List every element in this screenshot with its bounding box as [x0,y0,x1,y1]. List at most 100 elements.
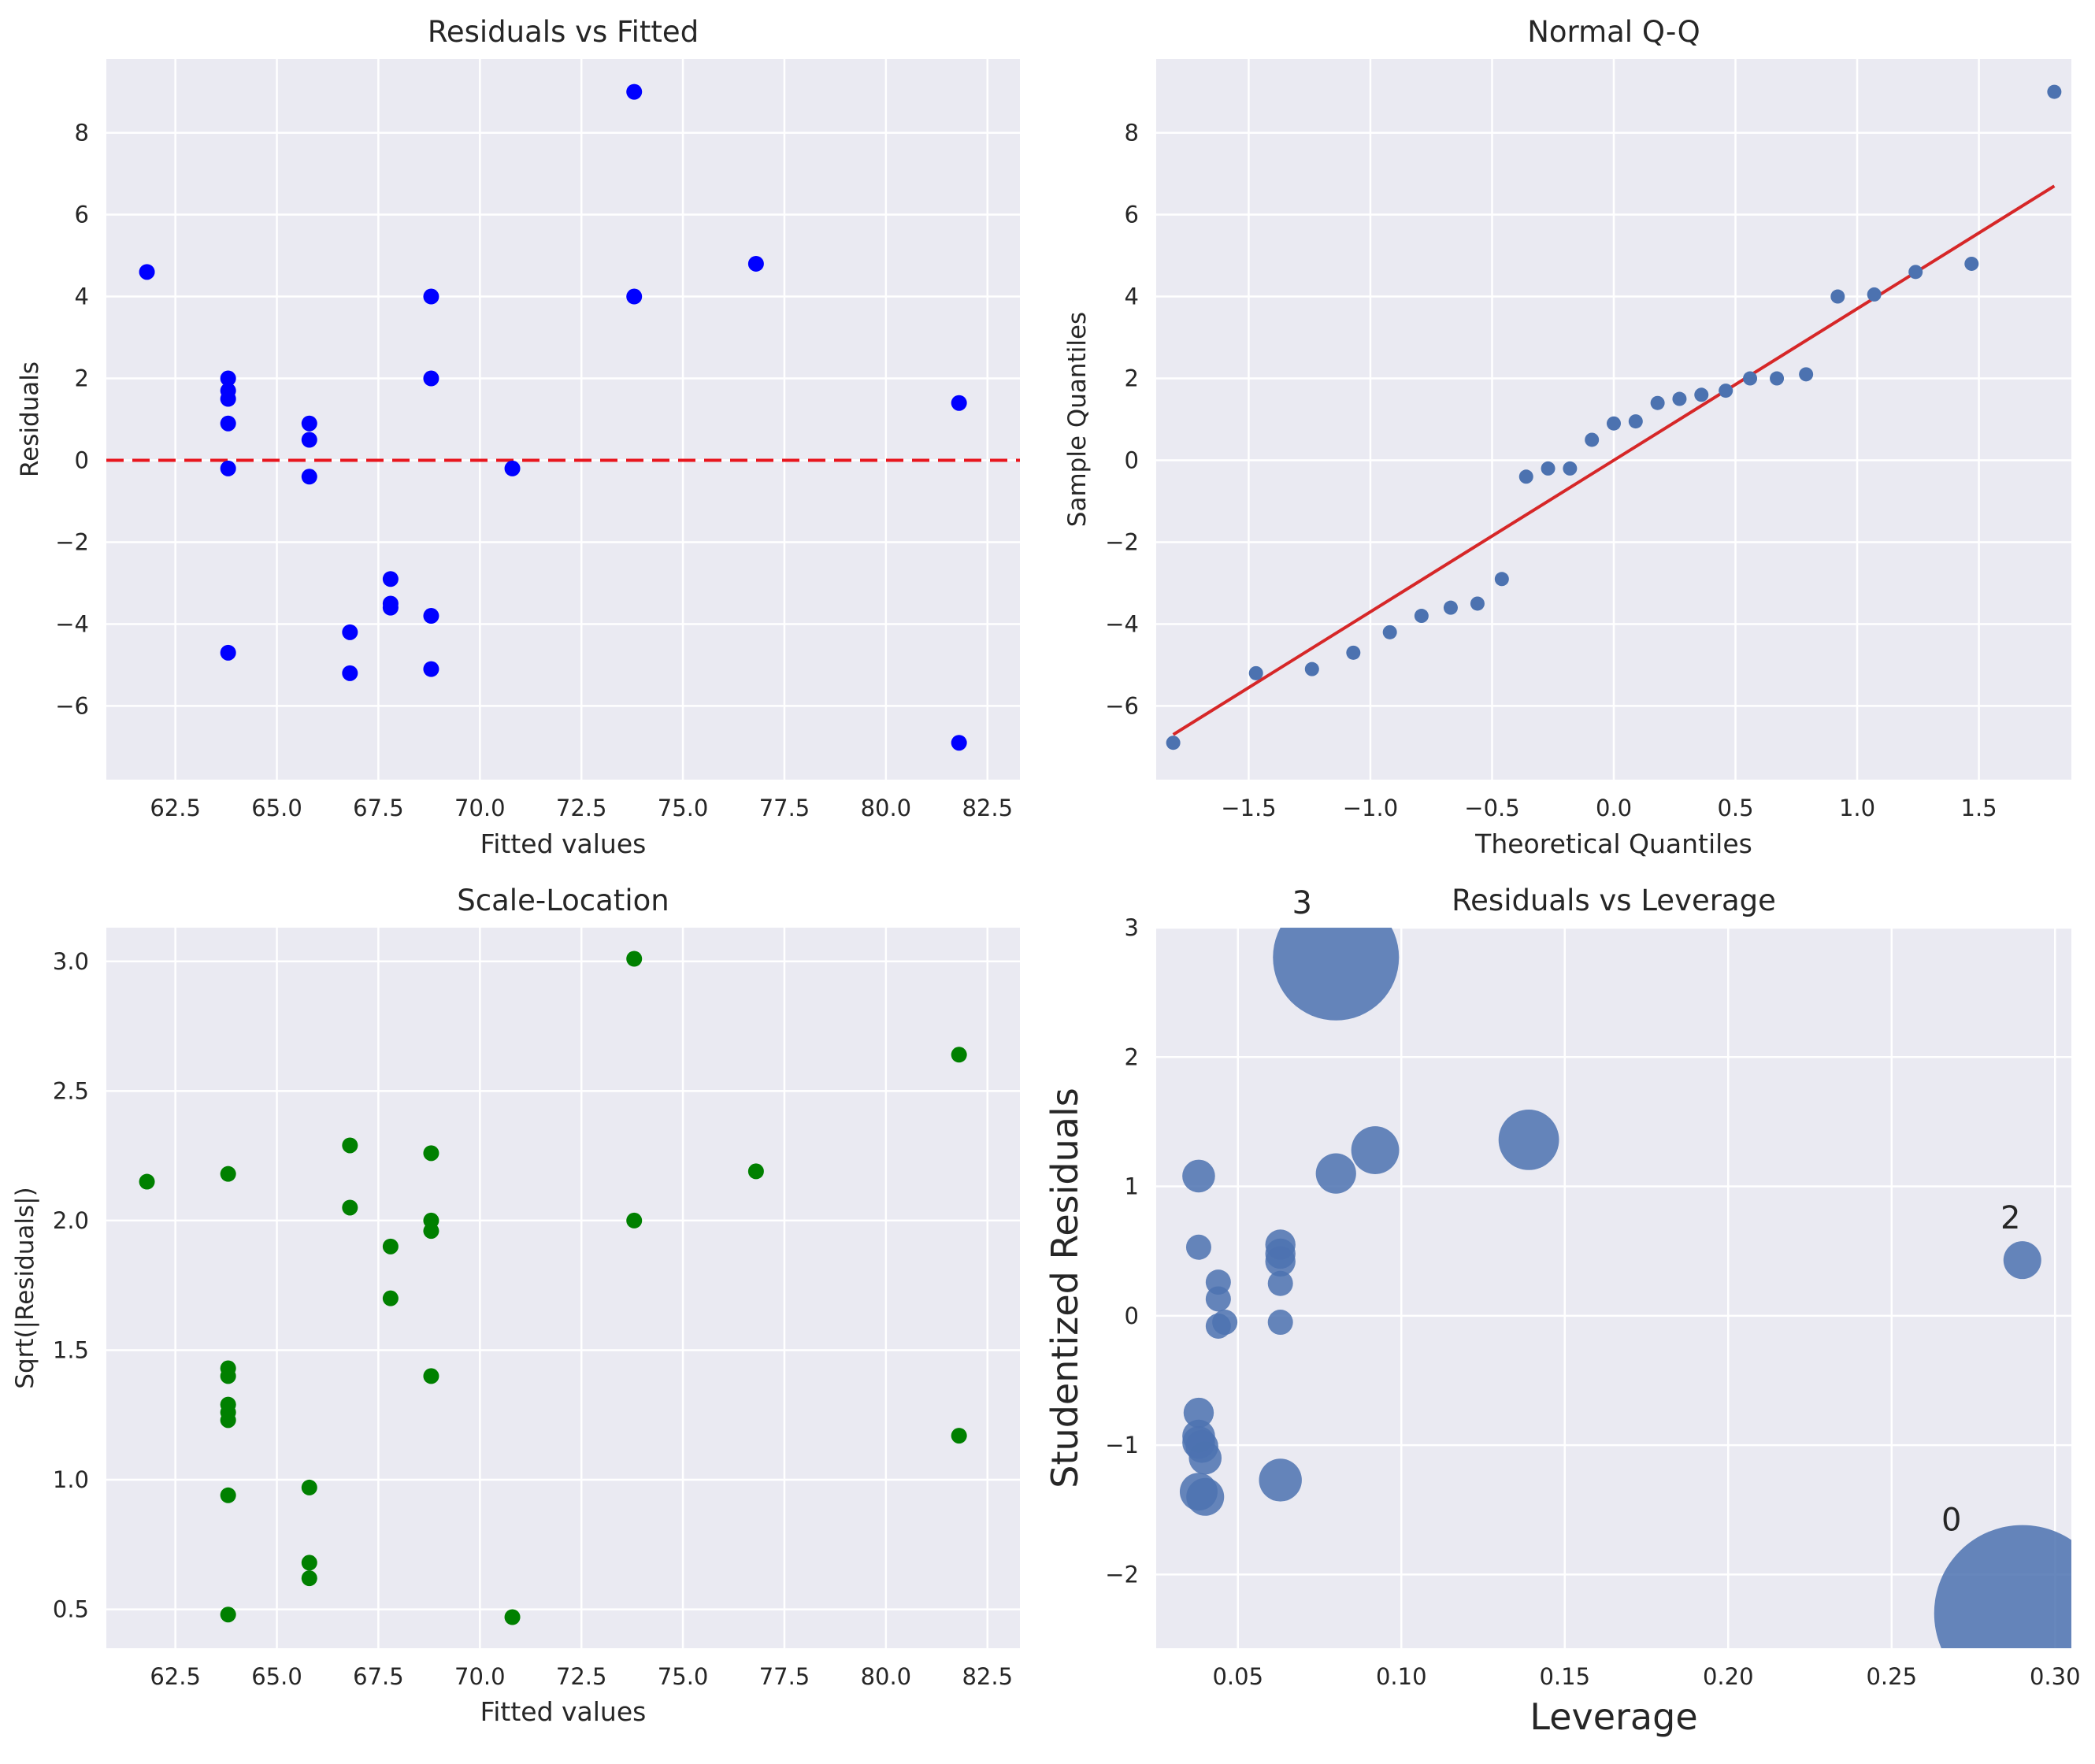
data-point [1443,600,1458,615]
data-point [951,1428,967,1444]
data-point [1563,461,1578,476]
y-tick-label: 6 [75,202,89,228]
y-tick-label: 3 [1125,914,1139,941]
data-point [626,288,643,305]
data-point [423,661,439,677]
data-point [1259,1458,1302,1502]
y-tick-label: 2 [75,365,89,392]
data-point [1182,1159,1215,1193]
data-point [301,415,317,432]
x-tick-label: 0.30 [2030,1663,2081,1690]
data-point [342,665,358,681]
data-point [220,370,236,387]
y-axis-label: Sample Quantiles [1063,312,1092,527]
normal-qq-panel: −1.5 −1.0 −0.5 0.0 0.5 1.0 1.5 −6 −4 −2 0 2 4 6 8 Norma… [1063,15,2071,859]
data-point [1964,256,1979,271]
x-tick-label: 82.5 [962,1663,1013,1690]
x-tick-label: 0.5 [1717,795,1753,821]
x-tick-label: 62.5 [150,795,201,821]
y-tick-label: 2.5 [53,1077,89,1104]
x-tick-label: 0.05 [1212,1663,1263,1690]
data-point [423,370,439,387]
data-point [2047,84,2062,99]
x-tick-label: 0.25 [1866,1663,1917,1690]
y-axis-label: Studentized Residuals [1044,1088,1086,1488]
data-point [951,1047,967,1063]
data-marks [1179,928,2071,1648]
point-annotation: 2 [2000,1200,2020,1236]
data-point [301,1570,317,1587]
data-point [1185,1234,1211,1260]
x-tick-label: 82.5 [962,795,1013,821]
data-point [1212,1310,1238,1336]
x-axis-label: Leverage [1530,1695,1697,1738]
x-tick-label: 75.0 [658,1663,709,1690]
y-tick-label: 1.5 [53,1336,89,1363]
point-annotation: 3 [1292,885,1312,921]
data-point [1248,665,1263,680]
data-point [1799,367,1814,382]
x-tick-label: 75.0 [658,795,709,821]
data-point [382,1290,399,1306]
data-point [1719,384,1733,398]
data-point [1304,662,1319,676]
data-point [220,460,236,476]
x-tick-label: 72.5 [556,1663,607,1690]
plot-area [1156,928,2071,1648]
data-point [626,83,643,100]
y-tick-label: 0 [1125,447,1139,473]
data-point [1186,1477,1225,1516]
data-point [1414,609,1429,624]
y-tick-label: 4 [75,284,89,310]
chart-title: Scale-Location [457,884,669,917]
y-tick-label: −2 [1105,1561,1139,1588]
data-point [1934,1525,2071,1648]
scale-location-panel: 62.5 65.0 67.5 70.0 72.5 75.0 77.5 80.0 82.5 0.5 1… [11,884,1020,1727]
data-point [1672,391,1687,406]
data-point [1315,1153,1356,1194]
data-point [342,624,358,640]
x-tick-label: −1.5 [1221,795,1276,821]
y-tick-label: 6 [1125,202,1139,228]
y-tick-label: −2 [55,528,89,555]
data-point [1351,1126,1400,1174]
x-tick-label: 67.5 [353,795,404,821]
y-tick-label: 0.5 [53,1596,89,1623]
x-tick-label: 65.0 [251,1663,302,1690]
y-tick-label: 8 [1125,120,1139,146]
y-tick-label: 2 [1125,365,1139,392]
data-point [504,1609,521,1625]
data-marks [1166,84,2062,750]
y-tick-label: 1.0 [53,1466,89,1493]
chart-title: Residuals vs Leverage [1452,884,1776,917]
plot-area [106,59,1020,780]
y-tick-label: −1 [1105,1432,1139,1458]
x-tick-label: 77.5 [759,1663,810,1690]
data-point [1867,287,1882,302]
x-tick-label: 70.0 [454,1663,506,1690]
x-tick-label: 0.15 [1539,1663,1590,1690]
data-point [1770,371,1785,386]
x-tick-label: 70.0 [454,795,506,821]
x-tick-label: 0.20 [1703,1663,1754,1690]
data-point [423,608,439,624]
x-tick-label: 72.5 [556,795,607,821]
data-point [220,1412,236,1429]
data-point [626,1212,643,1228]
y-tick-label: 8 [75,120,89,146]
data-point [626,951,643,967]
data-point [2003,1241,2041,1280]
data-point [423,288,439,305]
data-point [220,391,236,407]
chart-title: Normal Q-Q [1527,15,1700,49]
data-point [342,1137,358,1154]
x-tick-label: 77.5 [759,795,810,821]
data-point [1470,596,1485,611]
data-point [1743,371,1758,386]
data-point [423,1368,439,1384]
data-marks [139,951,967,1625]
data-point [951,735,967,751]
data-point [1518,469,1533,484]
data-point [747,255,764,272]
x-tick-label: 80.0 [861,1663,912,1690]
